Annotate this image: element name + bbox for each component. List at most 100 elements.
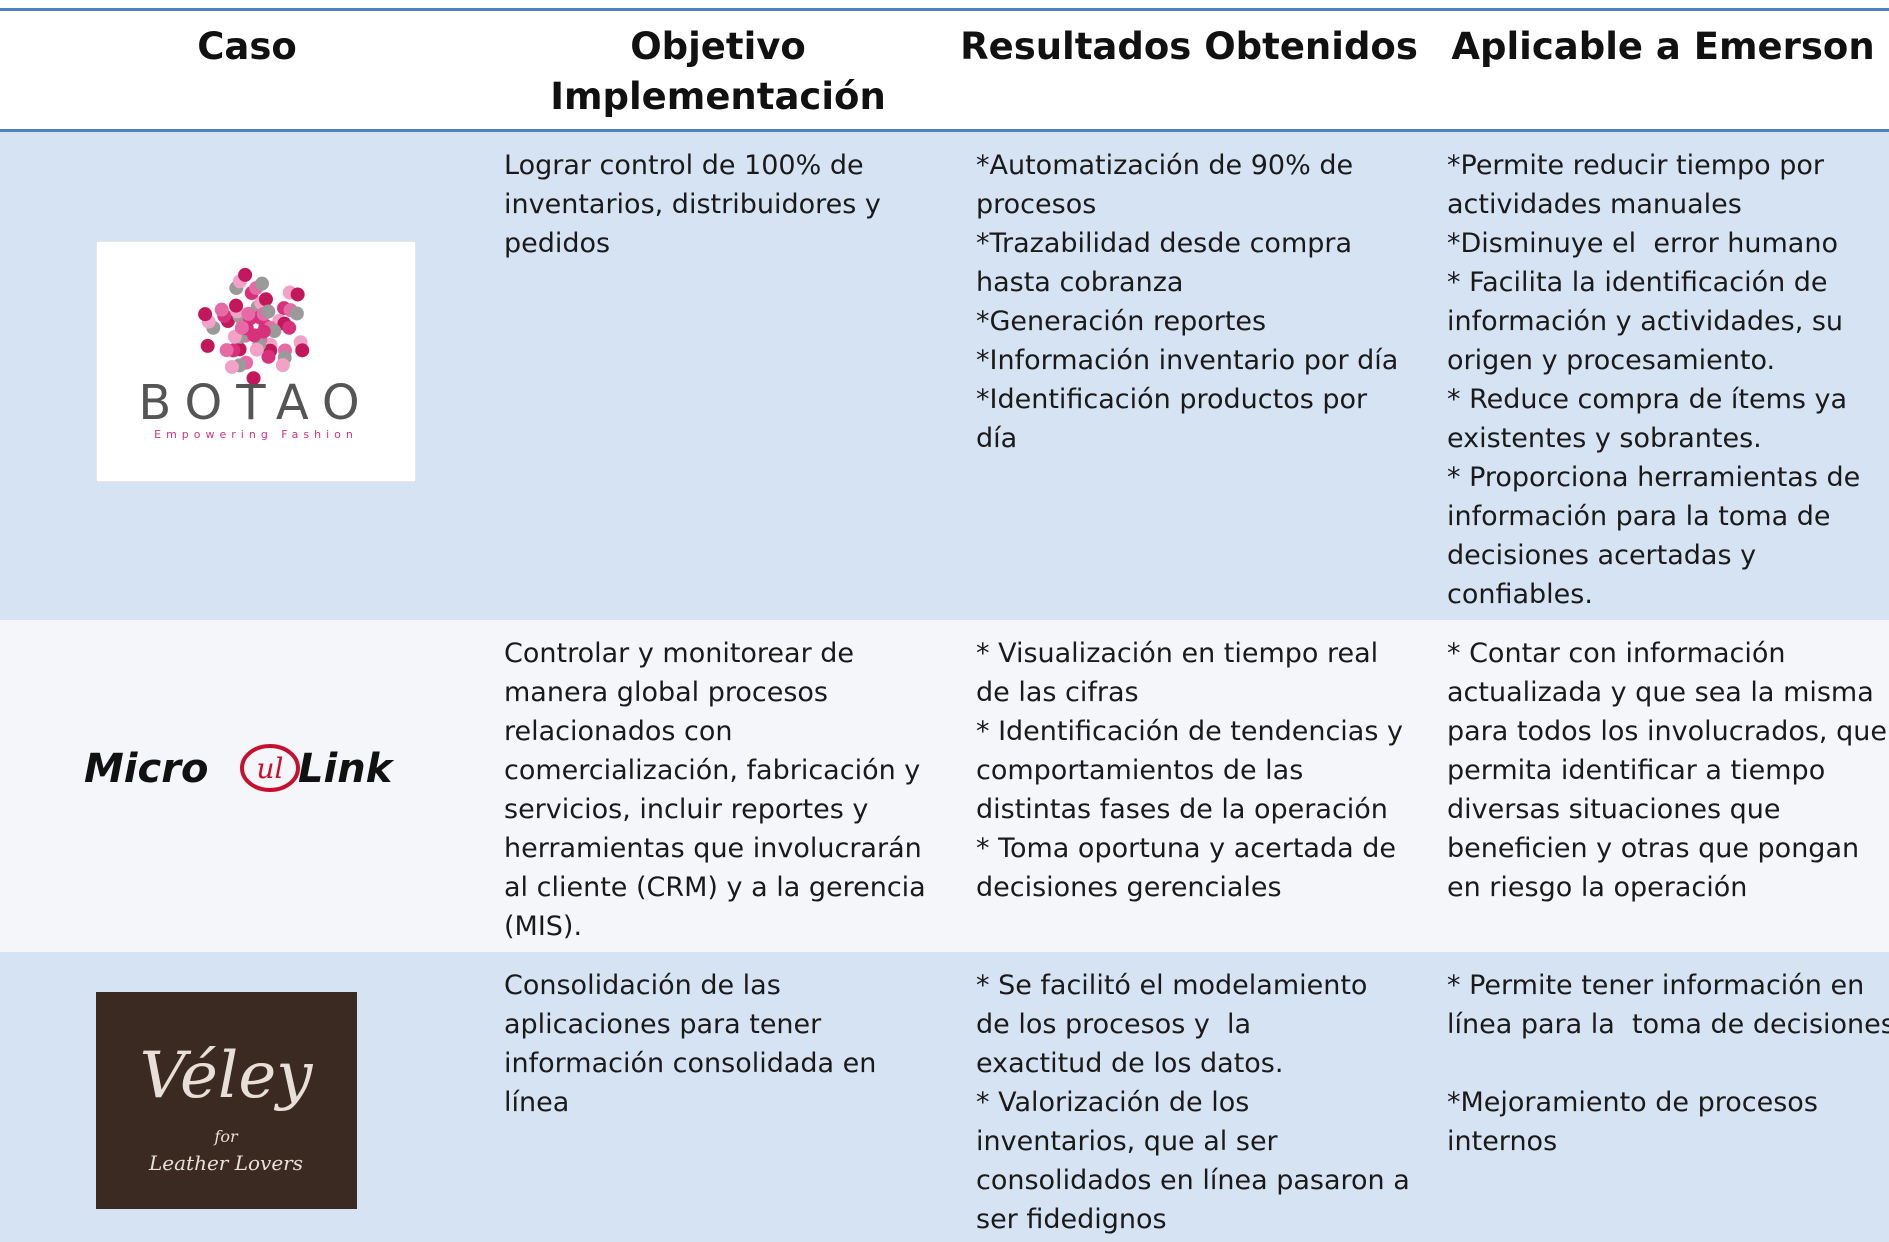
cell-line: consolidados en línea pasaron a xyxy=(976,1165,1410,1196)
logo-shape xyxy=(96,992,357,1209)
logo-shape xyxy=(249,342,264,357)
cell-line: herramientas que involucrarán xyxy=(504,833,922,864)
cell-line: al cliente (CRM) y a la gerencia xyxy=(504,872,926,903)
cell-line: día xyxy=(976,423,1018,454)
logo-shape xyxy=(224,359,239,374)
logo: Véley for Leather Lovers xyxy=(96,992,357,1209)
logo-shape xyxy=(241,306,256,321)
cell-line: * Toma oportuna y acertada de xyxy=(976,833,1396,864)
cell-line: de los procesos y la xyxy=(976,1009,1252,1040)
logo: Micro ul Link xyxy=(84,744,395,792)
cell-line: en riesgo la operación xyxy=(1447,872,1748,903)
cell-line: manera global procesos xyxy=(504,677,828,708)
logo-shape xyxy=(258,292,273,307)
cell-line: confiables. xyxy=(1447,579,1593,610)
cell-line: * Identificación de tendencias y xyxy=(976,716,1403,747)
top-rule xyxy=(0,8,1889,11)
cell-line: origen y procesamiento. xyxy=(1447,345,1776,376)
row-background xyxy=(0,620,1889,952)
logo-shape xyxy=(254,276,269,291)
logo-shape xyxy=(275,358,290,373)
cell-line: actualizada y que sea la misma xyxy=(1447,677,1874,708)
cell-line: servicios, incluir reportes y xyxy=(504,794,869,825)
logo-shape xyxy=(267,324,282,339)
logo-shape xyxy=(282,320,297,335)
logo-text: Micro xyxy=(84,746,208,792)
cell-line: *Permite reducir tiempo por xyxy=(1447,150,1825,181)
cell-line: distintas fases de la operación xyxy=(976,794,1388,825)
cell-line: * Reduce compra de ítems ya xyxy=(1447,384,1848,415)
cell-line: *Mejoramiento de procesos xyxy=(1447,1087,1818,1118)
cell-line: * Proporciona herramientas de xyxy=(1447,462,1861,493)
logo-shape xyxy=(289,306,304,321)
cell-line: hasta cobranza xyxy=(976,267,1184,298)
logo-shape xyxy=(234,320,249,335)
cell-line: *Disminuye el error humano xyxy=(1447,228,1838,259)
header-cell: Objetivo xyxy=(630,25,806,68)
cell-line: *Automatización de 90% de xyxy=(976,150,1354,181)
cell-line: comercialización, fabricación y xyxy=(504,755,921,786)
cell-line: ser fidedignos xyxy=(976,1204,1167,1235)
logo-shape xyxy=(198,307,213,322)
logo-shape xyxy=(261,349,276,364)
cell-line: de las cifras xyxy=(976,677,1139,708)
cell-line: pedidos xyxy=(504,228,611,259)
cell-line: * Contar con información xyxy=(1447,638,1786,669)
logo-text: for xyxy=(213,1127,239,1146)
header-cell: Resultados Obtenidos xyxy=(960,25,1418,68)
logo-text: Empowering Fashion xyxy=(154,428,358,441)
cell-line: diversas situaciones que xyxy=(1447,794,1781,825)
cell-line: aplicaciones para tener xyxy=(504,1009,822,1040)
cell-line: * Valorización de los xyxy=(976,1087,1250,1118)
cell-line: Controlar y monitorear de xyxy=(504,638,855,669)
cell-line: permita identificar a tiempo xyxy=(1447,755,1826,786)
cell-line: inventarios, que al ser xyxy=(976,1126,1278,1157)
cell-line: para todos los involucrados, que xyxy=(1447,716,1887,747)
cell-line: * Facilita la identificación de xyxy=(1447,267,1828,298)
logo-shape xyxy=(219,343,234,358)
cell-line: existentes y sobrantes. xyxy=(1447,423,1762,454)
logo-shape xyxy=(295,343,310,358)
header-rule xyxy=(0,129,1889,132)
header-cell: Implementación xyxy=(550,75,886,118)
cell-line: *Generación reportes xyxy=(976,306,1267,337)
logo-text: BOTAO xyxy=(138,375,373,431)
logo-text: Véley xyxy=(140,1039,314,1113)
logo-shape xyxy=(200,338,215,353)
cell-line: comportamientos de las xyxy=(976,755,1304,786)
logo-shape xyxy=(229,298,244,313)
logo-shape xyxy=(290,287,305,302)
cell-line: exactitud de los datos. xyxy=(976,1048,1284,1079)
cell-line: procesos xyxy=(976,189,1097,220)
cell-line: información y actividades, su xyxy=(1447,306,1844,337)
logo-shape xyxy=(214,302,229,317)
cell-line: * Visualización en tiempo real xyxy=(976,638,1379,669)
cell-line: decisiones gerenciales xyxy=(976,872,1282,903)
cell-line: * Permite tener información en xyxy=(1447,970,1865,1001)
cell-line: relacionados con xyxy=(504,716,733,747)
cell-line: línea para la toma de decisiones xyxy=(1447,1009,1889,1040)
logo-shape xyxy=(246,371,261,386)
logo-shape xyxy=(240,744,300,792)
logo-shape xyxy=(96,241,416,482)
header-cell: Aplicable a Emerson xyxy=(1451,25,1875,68)
cell-line: beneficien y otras que pongan xyxy=(1447,833,1860,864)
cell-line: información consolidada en xyxy=(504,1048,877,1079)
logo-shape xyxy=(261,304,276,319)
cell-line: Consolidación de las xyxy=(504,970,781,1001)
cell-line: (MIS). xyxy=(504,911,583,942)
cell-line: *Información inventario por día xyxy=(976,345,1399,376)
logo-text: ul xyxy=(257,752,284,785)
logo-text: Leather Lovers xyxy=(148,1151,303,1175)
cell-line: línea xyxy=(504,1087,570,1118)
cell-line: *Trazabilidad desde compra xyxy=(976,228,1353,259)
logo-shape xyxy=(238,267,253,282)
header-cell: Caso xyxy=(197,25,297,68)
cell-line: *Identificación productos por xyxy=(976,384,1368,415)
cell-line: internos xyxy=(1447,1126,1558,1157)
cell-line: decisiones acertadas y xyxy=(1447,540,1757,571)
logo-shape xyxy=(256,324,271,339)
cell-line: información para la toma de xyxy=(1447,501,1831,532)
